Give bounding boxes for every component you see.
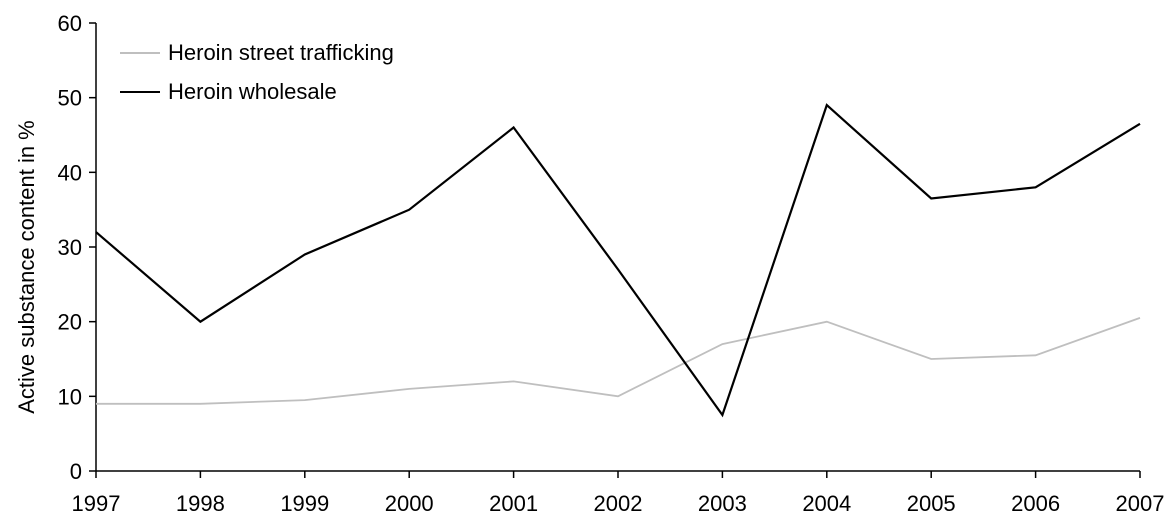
legend-label: Heroin wholesale [168, 79, 337, 104]
x-tick-label: 2006 [1011, 491, 1060, 516]
series-layer [95, 103, 1141, 418]
y-tick-label: 50 [58, 86, 82, 111]
x-tick-label: 1999 [280, 491, 329, 516]
y-axis-title: Active substance content in % [14, 120, 39, 414]
x-tick-label: 2002 [594, 491, 643, 516]
y-axis: 0 10 20 30 40 50 60 [58, 11, 97, 484]
y-tick-label: 20 [58, 310, 82, 335]
y-tick-label: 0 [70, 459, 82, 484]
x-tick-label: 2000 [385, 491, 434, 516]
x-tick-label: 2001 [489, 491, 538, 516]
y-tick-label: 10 [58, 384, 82, 409]
series-line-heroin-street-trafficking [96, 317, 1141, 405]
x-tick-label: 1998 [176, 491, 225, 516]
x-tick-label: 1997 [72, 491, 121, 516]
y-tick-label: 30 [58, 235, 82, 260]
x-tick-label: 2005 [907, 491, 956, 516]
legend-label: Heroin street trafficking [168, 40, 394, 65]
x-tick-label: 2007 [1116, 491, 1165, 516]
x-tick-label: 2004 [802, 491, 851, 516]
y-tick-label: 60 [58, 11, 82, 36]
y-tick-label: 40 [58, 160, 82, 185]
x-tick-label: 2003 [698, 491, 747, 516]
x-axis: 1997 1998 1999 2000 2001 2002 2003 2004 2005 2006… [72, 470, 1165, 516]
series-line-heroin-wholesale [95, 103, 1141, 418]
legend: Heroin street trafficking Heroin wholesal… [120, 40, 394, 104]
